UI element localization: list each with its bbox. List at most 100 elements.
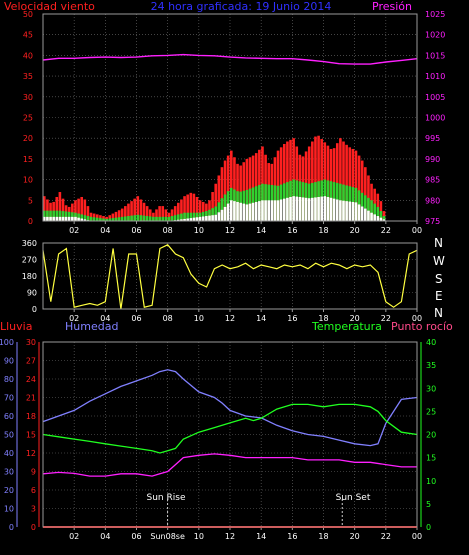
wind-avg-bar	[43, 210, 46, 221]
wind-low-bar	[286, 197, 289, 221]
direction-label-w: W	[433, 254, 445, 268]
wind-avg-bar	[214, 206, 218, 221]
x-tick-label: 10	[194, 314, 204, 323]
pressure-tick-label: 990	[425, 155, 440, 164]
direction-label-e: E	[435, 289, 443, 303]
pressure-line	[42, 53, 418, 65]
wind-gust-bar	[307, 146, 311, 221]
wind-avg-bar	[364, 195, 367, 221]
wind-gust-bar	[201, 201, 205, 221]
x-tick-label: 02	[69, 314, 79, 323]
wind-gust-bar	[58, 192, 62, 221]
temperature-tick-label: 10	[426, 477, 436, 486]
wind-gust-bar	[180, 199, 183, 221]
wind-avg-bar	[142, 215, 146, 221]
wind-gust-bar	[189, 192, 193, 221]
wind-avg-bar	[102, 218, 105, 221]
temperature-tick-label: 35	[426, 361, 436, 370]
wind-gust-bar	[99, 215, 102, 221]
wind-gust-bar	[77, 198, 80, 221]
wind-gust-bar	[339, 138, 342, 221]
wind-low-bar	[239, 202, 242, 221]
wind-gust-bar	[282, 143, 286, 221]
wind-speed-tick-label: 45	[23, 31, 33, 40]
wind-low-bar	[276, 200, 280, 221]
direction-tick-label: 360	[22, 239, 37, 248]
wind-low-bar	[46, 216, 49, 221]
temperature-tick-label: 20	[426, 431, 436, 440]
wind-gust-bar	[183, 196, 186, 221]
pressure-tick-label: 1015	[425, 51, 445, 60]
x-tick-label: 12	[225, 532, 235, 541]
x-tick-label: 12	[225, 314, 235, 323]
wind-avg-bar	[177, 214, 180, 221]
wind-gust-bar	[86, 206, 90, 221]
wind-avg-bar	[133, 215, 136, 221]
wind-gust-bar	[102, 216, 105, 221]
wind-gust-bar	[211, 192, 214, 221]
wind-gust-bar	[335, 143, 339, 221]
wind-low-bar	[323, 196, 327, 221]
wind-low-bar	[226, 203, 230, 221]
x-tick-label: 10	[194, 226, 204, 235]
wind-low-bar	[304, 197, 308, 221]
wind-low-bar	[223, 206, 227, 221]
wind-avg-bar	[195, 212, 199, 221]
x-tick-label: 20	[350, 226, 360, 235]
wind-avg-bar	[120, 216, 124, 221]
wind-low-bar	[295, 196, 299, 221]
wind-gust-bar	[61, 198, 65, 221]
humidity-tick-label: 50	[4, 431, 14, 440]
x-tick-label: 06	[131, 226, 141, 235]
wind-low-bar	[198, 216, 202, 221]
wind-low-bar	[289, 196, 292, 221]
temperature-tick-label: 30	[426, 384, 436, 393]
wind-avg-bar	[86, 216, 90, 221]
punto_rocio-line	[42, 453, 417, 477]
wind-low-bar	[261, 200, 264, 221]
wind-low-bar	[329, 197, 333, 221]
wind-avg-bar	[71, 212, 74, 221]
wind-gust-bar	[133, 198, 136, 221]
wind-low-bar	[183, 218, 186, 221]
wind-low-bar	[211, 215, 214, 221]
rain-tick-label: 24	[26, 375, 36, 384]
humidity-tick-label: 40	[4, 449, 14, 458]
wind-low-bar	[251, 202, 255, 221]
wind-low-bar	[264, 200, 267, 221]
wind-avg-bar	[99, 218, 102, 221]
wind-gust-bar	[139, 199, 143, 221]
x-tick-label: 18	[318, 314, 328, 323]
pressure-tick-label: 1005	[425, 93, 445, 102]
temperatura-line	[42, 403, 418, 454]
direction-tick-label: 90	[27, 289, 37, 298]
wind-avg-bar	[161, 216, 165, 221]
temp-humidity-tick-labels: 0102030405060708090100036912151821242730…	[0, 338, 436, 541]
wind-low-bar	[354, 202, 358, 221]
wind-low-bar	[220, 209, 224, 221]
wind-direction-series	[42, 244, 418, 310]
wind-avg-bar	[127, 216, 130, 221]
wind-gust-bar	[345, 144, 348, 221]
x-tick-label: 20	[350, 532, 360, 541]
wind-avg-bar	[211, 208, 214, 221]
pressure-tick-label: 995	[425, 134, 440, 143]
x-tick-label: 14	[256, 532, 266, 541]
wind-speed-tick-label: 20	[23, 134, 33, 143]
rain-tick-label: 6	[31, 486, 36, 495]
temp-humidity-frame	[42, 341, 418, 528]
wind-avg-bar	[167, 216, 171, 221]
wind-low-bar	[52, 216, 55, 221]
x-tick-label: 22	[381, 314, 391, 323]
x-tick-label: 20	[350, 314, 360, 323]
wind-gust-bar	[279, 147, 283, 221]
x-tick-label: 04	[100, 532, 110, 541]
x-tick-label: Sun08se	[150, 532, 185, 541]
wind-speed-tick-label: 10	[23, 176, 33, 185]
wind-speed-tick-label: 5	[28, 196, 33, 205]
wind-low-bar	[55, 216, 59, 221]
wind-low-bar	[273, 200, 277, 221]
wind-avg-bar	[173, 215, 177, 221]
x-tick-label: 12	[225, 226, 235, 235]
wind-low-bar	[217, 212, 221, 221]
